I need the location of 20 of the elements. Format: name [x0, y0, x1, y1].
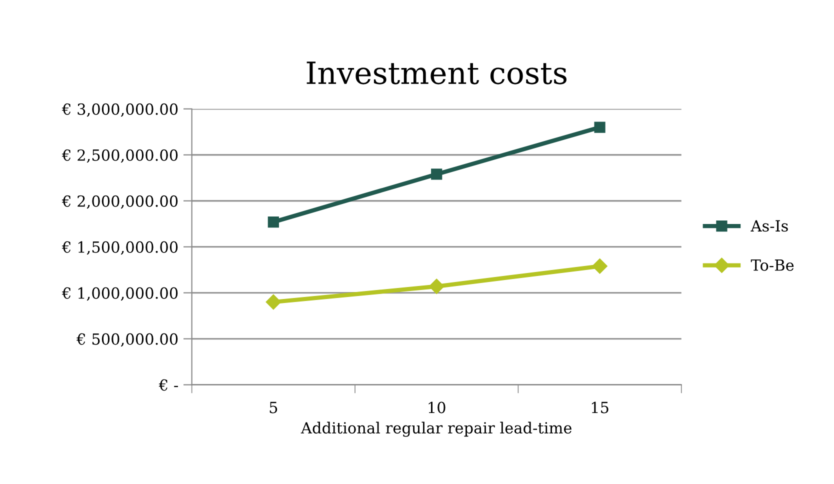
x-axis-title: Additional regular repair lead-time	[300, 422, 572, 437]
x-tick-label: 10	[428, 402, 446, 414]
y-tick-label: € 2,500,000.00	[62, 149, 178, 163]
y-tick-label: € 2,000,000.00	[62, 195, 178, 209]
point	[268, 216, 279, 228]
x-tick-label: 5	[270, 402, 278, 414]
y-tick-label: € 1,000,000.00	[62, 287, 178, 301]
point	[429, 278, 444, 294]
x-tick-label: 15	[592, 402, 608, 414]
point	[592, 258, 608, 274]
point	[594, 122, 606, 133]
point	[266, 294, 281, 310]
chart-title: Investment costs	[306, 62, 566, 84]
legend-label: To-Be	[750, 260, 794, 271]
point	[431, 168, 442, 180]
y-tick-label: € 1,500,000.00	[62, 241, 178, 255]
y-tick-label: € 500,000.00	[76, 333, 178, 347]
y-tick-label: € 3,000,000.00	[62, 103, 178, 117]
y-tick-label: € -	[158, 379, 178, 391]
legend-label: As-Is	[750, 220, 788, 232]
